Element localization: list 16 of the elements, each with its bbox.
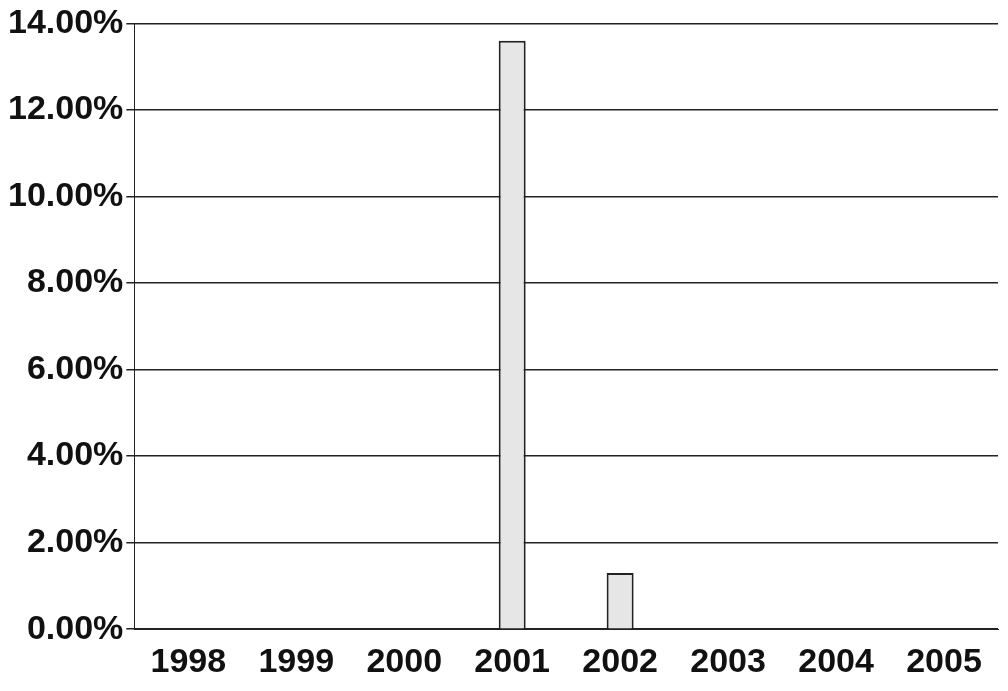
x-tick-label: 2001 — [474, 640, 550, 679]
y-tick-label: 10.00% — [7, 174, 124, 213]
x-tick-label: 1998 — [150, 640, 227, 679]
y-tick-label: 8.00% — [26, 261, 124, 300]
x-tick-label: 2003 — [690, 640, 766, 679]
y-tick-label: 12.00% — [7, 88, 124, 127]
x-tick-label: 2004 — [798, 640, 874, 679]
y-tick-label: 0.00% — [26, 607, 124, 646]
y-tick-label: 2.00% — [26, 521, 124, 560]
x-tick-label: 2005 — [906, 640, 982, 679]
y-tick-label: 14.00% — [7, 1, 124, 40]
x-tick-label: 1999 — [258, 640, 335, 679]
x-tick-label: 2002 — [582, 640, 658, 679]
y-tick-label: 6.00% — [26, 347, 124, 386]
y-tick-label: 4.00% — [26, 434, 124, 473]
x-tick-label: 2000 — [366, 640, 443, 679]
